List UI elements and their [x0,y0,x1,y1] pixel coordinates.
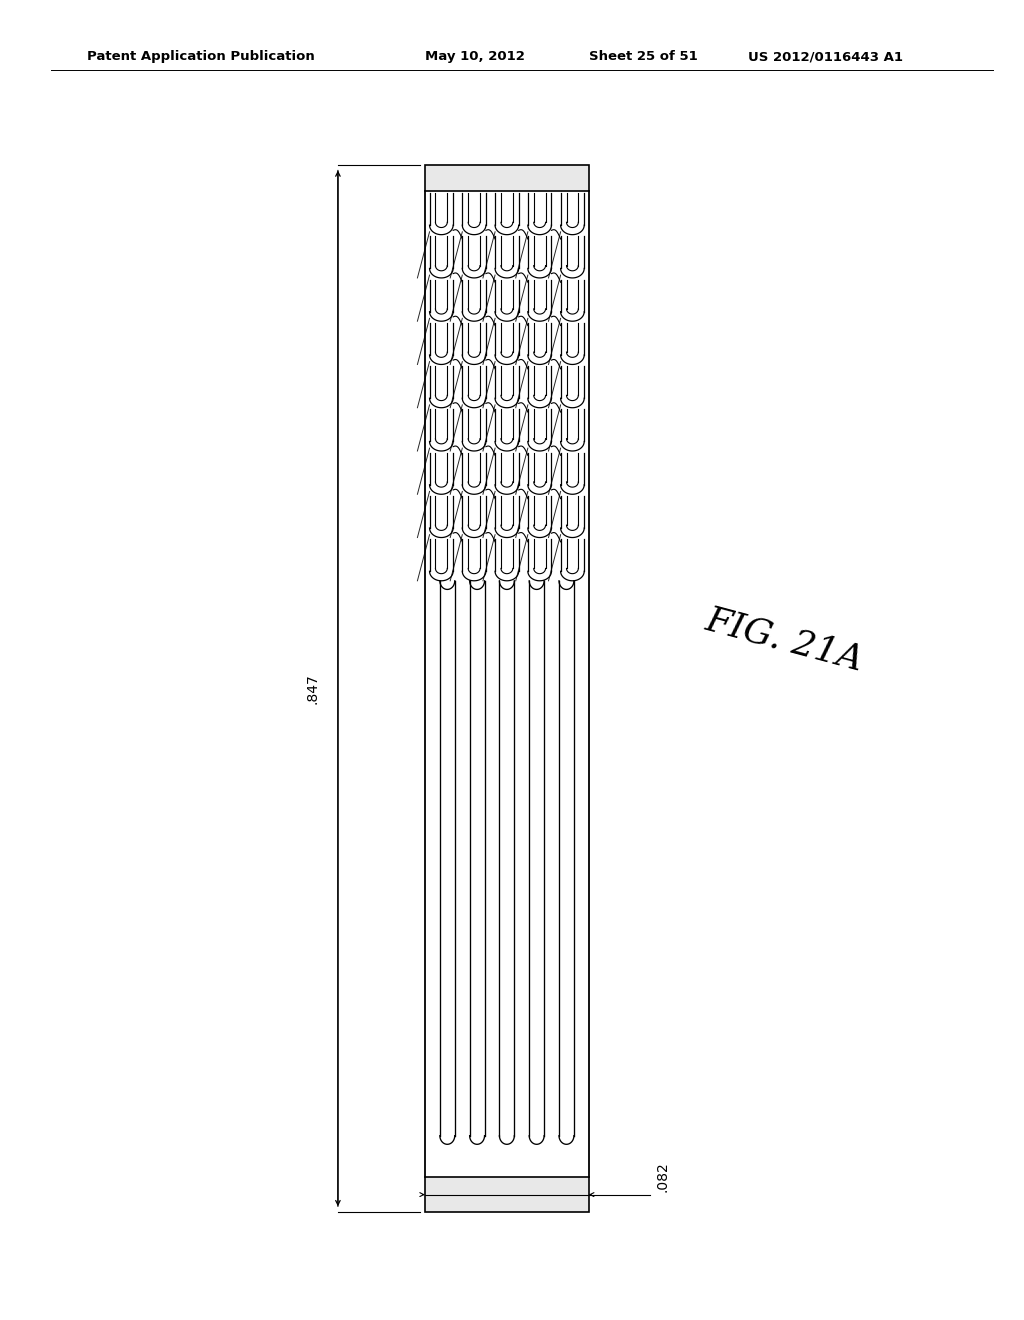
Text: US 2012/0116443 A1: US 2012/0116443 A1 [748,50,902,63]
Bar [425,1177,589,1212]
Text: Patent Application Publication: Patent Application Publication [87,50,314,63]
Text: FIG. 21A: FIG. 21A [701,603,867,677]
Bar [425,165,589,191]
Text: .082: .082 [655,1162,670,1192]
Text: May 10, 2012: May 10, 2012 [425,50,525,63]
Text: Sheet 25 of 51: Sheet 25 of 51 [589,50,697,63]
Text: .847: .847 [305,673,319,704]
